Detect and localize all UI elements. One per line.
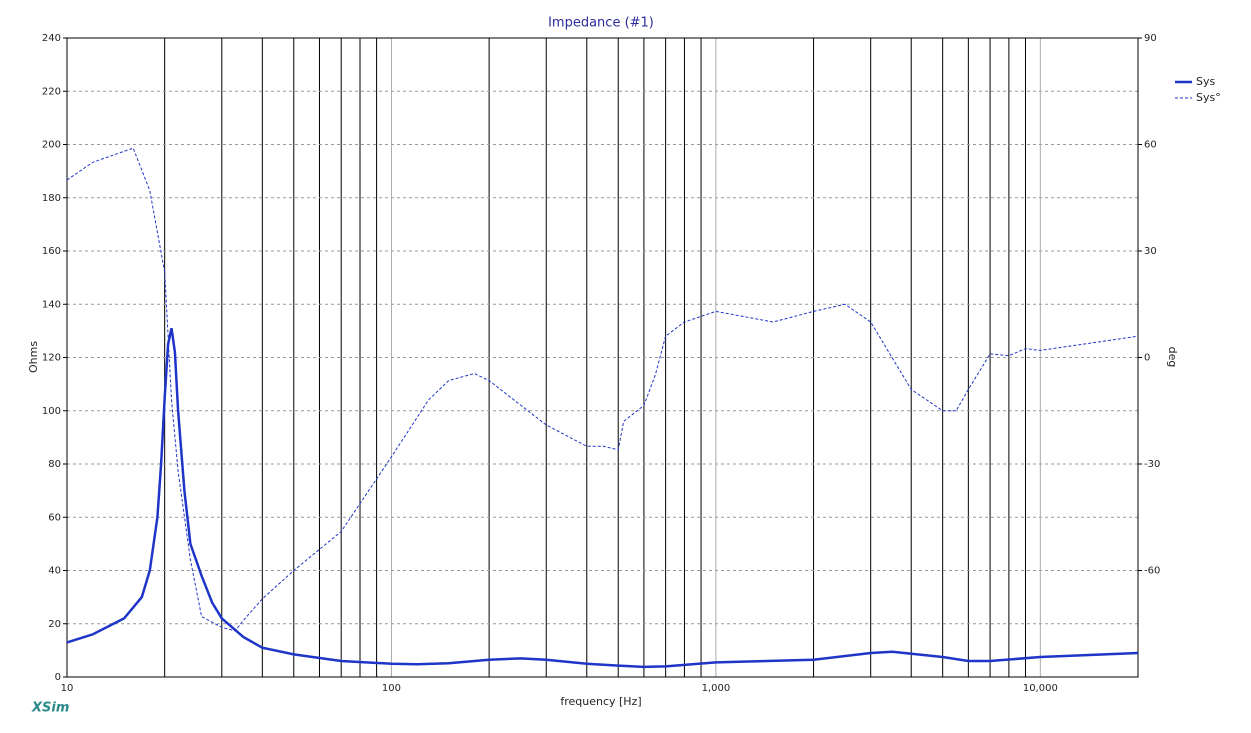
chart-title: Impedance (#1): [548, 16, 654, 31]
y2-tick-label: -60: [1144, 566, 1160, 577]
y2-axis-label: deg: [1166, 347, 1179, 368]
y-tick-label: 100: [42, 406, 61, 417]
series-line: [66, 327, 1139, 669]
x-axis-label: frequency [Hz]: [560, 695, 641, 708]
y2-tick-label: 90: [1144, 33, 1157, 44]
y2-tick-label: 0: [1144, 353, 1150, 364]
x-tick-label: 10: [61, 683, 74, 694]
y-tick-label: 200: [42, 140, 61, 151]
series-line: [66, 147, 1139, 632]
y-axis-label: Ohms: [27, 341, 40, 373]
x-tick-label: 10,000: [1023, 683, 1058, 694]
y2-tick-label: 60: [1144, 140, 1157, 151]
y-tick-label: 0: [55, 672, 61, 683]
y-tick-label: 220: [42, 86, 61, 97]
y-tick-label: 120: [42, 353, 61, 364]
y2-tick-label: -30: [1144, 459, 1160, 470]
y-tick-label: 80: [48, 459, 61, 470]
plot-frame: [66, 37, 1139, 678]
x-tick-label: 1,000: [702, 683, 731, 694]
y-tick-label: 40: [48, 566, 61, 577]
x-tick-label: 100: [382, 683, 401, 694]
legend-label: Sys: [1196, 75, 1215, 88]
y-tick-label: 60: [48, 512, 61, 523]
y-tick-label: 180: [42, 193, 61, 204]
y-tick-label: 240: [42, 33, 61, 44]
legend-label: Sys°: [1196, 91, 1221, 104]
y2-tick-label: 30: [1144, 246, 1157, 257]
y-tick-label: 140: [42, 299, 61, 310]
y-tick-label: 160: [42, 246, 61, 257]
logo: XSim: [31, 701, 69, 716]
y-tick-label: 20: [48, 619, 61, 630]
